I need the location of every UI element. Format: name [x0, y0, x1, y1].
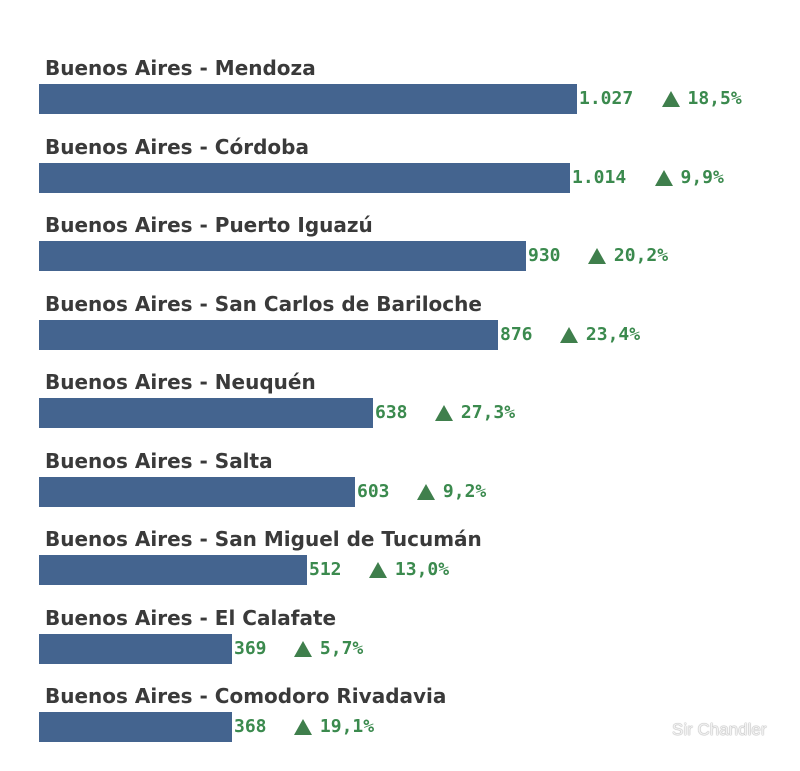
value-label: 1.014	[572, 167, 627, 188]
route-label: Buenos Aires - Comodoro Rivadavia	[45, 684, 447, 708]
route-label: Buenos Aires - El Calafate	[45, 606, 337, 630]
up-arrow-icon	[416, 484, 435, 500]
change-label: 9,9%	[680, 167, 724, 188]
route-label: Buenos Aires - Córdoba	[45, 135, 309, 159]
bar	[39, 241, 526, 271]
up-arrow-icon	[654, 170, 673, 186]
change-label: 18,5%	[687, 88, 742, 109]
up-arrow-icon	[661, 91, 680, 107]
route-label: Buenos Aires - Neuquén	[45, 370, 316, 394]
up-arrow-icon	[587, 248, 606, 264]
change-label: 5,7%	[319, 638, 364, 659]
route-label: Buenos Aires - Mendoza	[45, 56, 316, 80]
bar	[39, 555, 307, 585]
change-label: 20,2%	[613, 245, 669, 266]
change-label: 19,1%	[319, 716, 375, 737]
bar	[39, 320, 498, 350]
change-label: 9,2%	[442, 481, 487, 502]
change-label: 13,0%	[394, 559, 450, 580]
bar	[39, 634, 232, 664]
change-label: 27,3%	[460, 402, 516, 423]
value-label: 1.027	[579, 88, 634, 109]
route-label: Buenos Aires - Puerto Iguazú	[45, 213, 373, 237]
value-label: 369	[234, 638, 267, 659]
change-label: 23,4%	[585, 324, 641, 345]
bar	[39, 163, 570, 193]
up-arrow-icon	[434, 405, 453, 421]
value-label: 512	[309, 559, 342, 580]
watermark: Sir Chandler	[672, 720, 767, 739]
route-label: Buenos Aires - San Miguel de Tucumán	[45, 527, 482, 551]
bar	[39, 477, 355, 507]
up-arrow-icon	[293, 719, 312, 735]
bar	[39, 712, 232, 742]
route-label: Buenos Aires - Salta	[45, 449, 273, 473]
up-arrow-icon	[559, 327, 578, 343]
bar	[39, 398, 373, 428]
value-label: 368	[234, 716, 267, 737]
value-label: 876	[500, 324, 533, 345]
value-label: 603	[357, 481, 390, 502]
value-label: 638	[375, 402, 408, 423]
up-arrow-icon	[293, 641, 312, 657]
up-arrow-icon	[368, 562, 387, 578]
value-label: 930	[528, 245, 561, 266]
bar	[39, 84, 577, 114]
route-label: Buenos Aires - San Carlos de Bariloche	[45, 292, 482, 316]
